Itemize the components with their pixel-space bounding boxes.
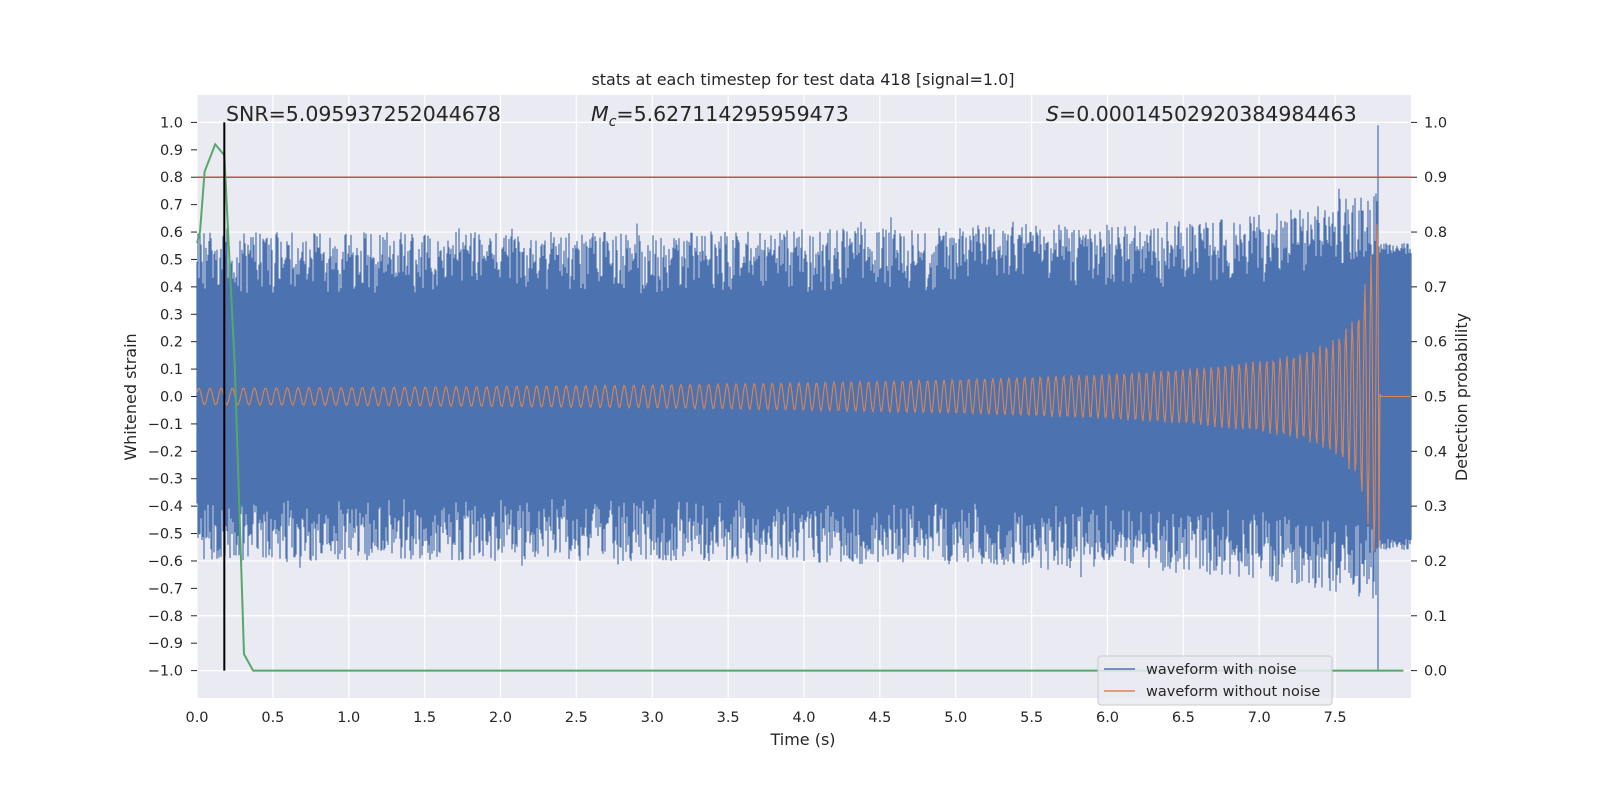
- y-tick-label-left: −0.8: [148, 609, 183, 625]
- chirp-mass-subscript: c: [609, 114, 617, 130]
- statistic-value: =0.00014502920384984463: [1059, 102, 1357, 126]
- x-tick-label: 3.5: [717, 710, 740, 726]
- snr-annotation: SNR=5.095937252044678: [226, 102, 501, 126]
- x-tick-label: 2.5: [565, 710, 588, 726]
- y-tick-label-left: 0.0: [160, 390, 183, 406]
- y-tick-label-left: 0.7: [160, 198, 183, 214]
- y-tick-label-left: 0.5: [160, 252, 183, 268]
- legend: waveform with noise waveform without noi…: [1097, 655, 1333, 706]
- legend-box: [1097, 655, 1333, 706]
- y-tick-label-left: 1.0: [160, 115, 183, 131]
- y-tick-label-right: 0.5: [1424, 390, 1447, 406]
- y-tick-label-left: −0.1: [148, 417, 183, 433]
- y-tick-label-right: 0.8: [1424, 225, 1447, 241]
- x-tick-label: 6.0: [1096, 710, 1119, 726]
- x-tick-label: 1.0: [337, 710, 360, 726]
- y-tick-label-left: 0.8: [160, 170, 183, 186]
- y-tick-label-right: 1.0: [1424, 115, 1447, 131]
- x-tick-label: 4.5: [868, 710, 891, 726]
- y-tick-label-right: 0.0: [1424, 664, 1447, 680]
- y-axis-label-left: Whitened strain: [121, 333, 140, 460]
- y-tick-label-left: 0.3: [160, 307, 183, 323]
- x-tick-label: 5.5: [1020, 710, 1043, 726]
- legend-label-noise: waveform with noise: [1146, 662, 1297, 678]
- y-tick-label-left: −0.9: [148, 636, 183, 652]
- y-tick-label-right: 0.6: [1424, 335, 1447, 351]
- x-tick-label: 5.0: [944, 710, 967, 726]
- x-tick-label: 7.5: [1324, 710, 1347, 726]
- chirp-mass-symbol: M: [591, 102, 609, 126]
- x-axis-label: Time (s): [769, 730, 835, 749]
- y-tick-label-left: −0.7: [148, 581, 183, 597]
- axis-ticks: 0.0 0.5 1.0 1.5 2.0 2.5 3.0 3.5 4.0 4.5 5.0 5.5 6.0 6…: [148, 115, 1447, 726]
- y-tick-label-left: −0.4: [148, 499, 183, 515]
- chirp-mass-annotation: Mc=5.627114295959473: [591, 102, 849, 130]
- y-tick-label-right: 0.1: [1424, 609, 1447, 625]
- x-tick-label: 1.5: [413, 710, 436, 726]
- series-line-waveform-without-noise: [196, 223, 1411, 552]
- series-layer: [196, 122, 1412, 672]
- y-tick-label-right: 0.3: [1424, 499, 1447, 515]
- y-tick-label-left: −0.5: [148, 527, 183, 543]
- y-tick-label-right: 0.7: [1424, 280, 1447, 296]
- x-tick-label: 0.5: [261, 710, 284, 726]
- y-axis-label-right: Detection probability: [1452, 313, 1471, 481]
- chart-title: stats at each timestep for test data 418…: [591, 70, 1014, 89]
- y-tick-label-right: 0.9: [1424, 170, 1447, 186]
- x-tick-label: 0.0: [185, 710, 208, 726]
- y-tick-label-left: 0.9: [160, 143, 183, 159]
- y-tick-label-left: 0.4: [160, 280, 183, 296]
- y-tick-label-left: −0.6: [148, 554, 183, 570]
- y-tick-label-left: −0.2: [148, 444, 183, 460]
- y-tick-label-left: −1.0: [148, 664, 183, 680]
- legend-label-clean: waveform without noise: [1146, 684, 1320, 700]
- y-tick-label-left: −0.3: [148, 472, 183, 488]
- chirp-mass-value: =5.627114295959473: [616, 102, 848, 126]
- y-tick-label-right: 0.4: [1424, 444, 1447, 460]
- y-tick-label-left: 0.2: [160, 335, 183, 351]
- x-tick-label: 7.0: [1248, 710, 1271, 726]
- statistic-annotation: S=0.00014502920384984463: [1046, 102, 1357, 126]
- x-tick-label: 3.0: [641, 710, 664, 726]
- y-tick-label-left: 0.6: [160, 225, 183, 241]
- y-tick-label-left: 0.1: [160, 362, 183, 378]
- x-tick-label: 6.5: [1172, 710, 1195, 726]
- x-tick-label: 2.0: [489, 710, 512, 726]
- statistic-symbol: S: [1046, 102, 1059, 126]
- x-tick-label: 4.0: [792, 710, 815, 726]
- y-tick-label-right: 0.2: [1424, 554, 1447, 570]
